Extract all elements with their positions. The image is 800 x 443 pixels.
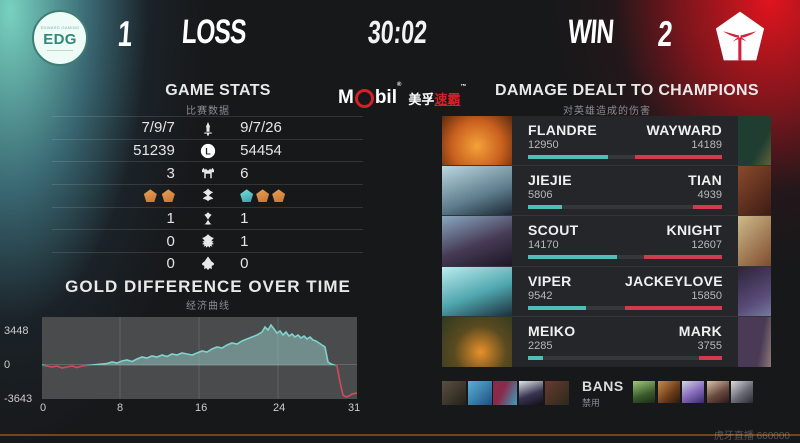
svg-text:L: L [205, 146, 211, 156]
